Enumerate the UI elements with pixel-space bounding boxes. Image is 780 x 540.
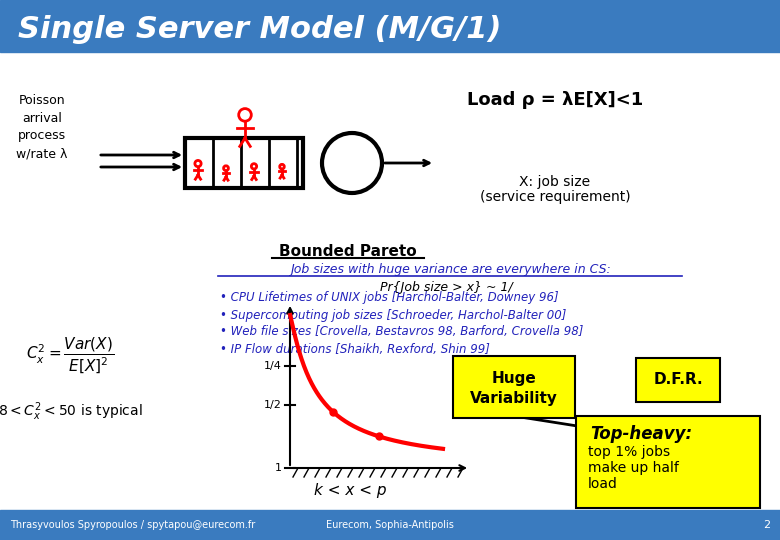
Text: 2: 2 — [763, 520, 770, 530]
Text: $8 < C_x^2 < 50$ is typical: $8 < C_x^2 < 50$ is typical — [0, 401, 142, 423]
Text: process: process — [18, 130, 66, 143]
Text: Poisson: Poisson — [19, 93, 66, 106]
FancyBboxPatch shape — [453, 356, 575, 418]
Text: make up half: make up half — [588, 461, 679, 475]
Text: Top-heavy:: Top-heavy: — [590, 425, 692, 443]
Text: Bounded Pareto: Bounded Pareto — [279, 245, 417, 260]
Text: • Supercomputing job sizes [Schroeder, Harchol-Balter 00]: • Supercomputing job sizes [Schroeder, H… — [220, 308, 566, 321]
Text: Huge: Huge — [491, 370, 537, 386]
Text: $C_x^2 = \dfrac{Var(X)}{E[X]^2}$: $C_x^2 = \dfrac{Var(X)}{E[X]^2}$ — [26, 335, 114, 375]
Text: Single Server Model (M/G/1): Single Server Model (M/G/1) — [18, 16, 502, 44]
Text: • CPU Lifetimes of UNIX jobs [Harchol-Balter, Downey 96]: • CPU Lifetimes of UNIX jobs [Harchol-Ba… — [220, 292, 558, 305]
Text: 1: 1 — [275, 463, 282, 473]
Text: top 1% jobs: top 1% jobs — [588, 445, 670, 459]
Text: Eurecom, Sophia-Antipolis: Eurecom, Sophia-Antipolis — [326, 520, 454, 530]
Bar — [0, 510, 780, 540]
Text: arrival: arrival — [22, 111, 62, 125]
Text: (service requirement): (service requirement) — [480, 190, 630, 204]
FancyBboxPatch shape — [576, 416, 760, 508]
Text: k < x < p: k < x < p — [314, 483, 386, 497]
Text: w/rate λ: w/rate λ — [16, 147, 68, 160]
Text: • Web file sizes [Crovella, Bestavros 98, Barford, Crovella 98]: • Web file sizes [Crovella, Bestavros 98… — [220, 326, 583, 339]
Text: D.F.R.: D.F.R. — [653, 373, 703, 388]
Text: 1/2: 1/2 — [264, 400, 282, 410]
Text: X: job size: X: job size — [519, 175, 590, 189]
Text: • IP Flow durations [Shaikh, Rexford, Shin 99]: • IP Flow durations [Shaikh, Rexford, Sh… — [220, 342, 490, 355]
Text: load: load — [588, 477, 618, 491]
Text: 1/4: 1/4 — [264, 361, 282, 370]
Text: Pr{Job size > x} ~ 1/: Pr{Job size > x} ~ 1/ — [380, 280, 512, 294]
Bar — [185, 138, 303, 188]
FancyBboxPatch shape — [636, 358, 720, 402]
Text: Variability: Variability — [470, 390, 558, 406]
Text: Load ρ = λE[X]<1: Load ρ = λE[X]<1 — [467, 91, 644, 109]
Text: Thrasyvoulos Spyropoulos / spytapou@eurecom.fr: Thrasyvoulos Spyropoulos / spytapou@eure… — [10, 520, 255, 530]
Bar — [0, 0, 780, 52]
Text: Job sizes with huge variance are everywhere in CS:: Job sizes with huge variance are everywh… — [289, 264, 611, 276]
